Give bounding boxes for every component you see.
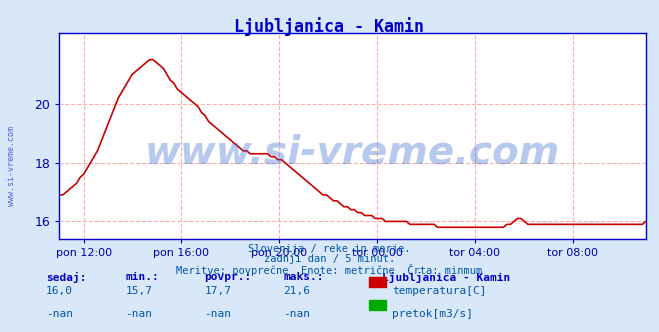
Text: -nan: -nan — [283, 309, 310, 319]
Text: 17,7: 17,7 — [204, 286, 231, 295]
Text: povpr.:: povpr.: — [204, 272, 252, 282]
Text: -nan: -nan — [46, 309, 73, 319]
Text: 16,0: 16,0 — [46, 286, 73, 295]
Text: min.:: min.: — [125, 272, 159, 282]
Text: pretok[m3/s]: pretok[m3/s] — [392, 309, 473, 319]
Text: Meritve: povprečne  Enote: metrične  Črta: minmum: Meritve: povprečne Enote: metrične Črta:… — [177, 264, 482, 276]
Text: 21,6: 21,6 — [283, 286, 310, 295]
Text: 15,7: 15,7 — [125, 286, 152, 295]
Text: Slovenija / reke in morje.: Slovenija / reke in morje. — [248, 244, 411, 254]
Text: -nan: -nan — [204, 309, 231, 319]
Text: sedaj:: sedaj: — [46, 272, 86, 283]
Text: zadnji dan / 5 minut.: zadnji dan / 5 minut. — [264, 254, 395, 264]
Text: Ljubljanica - Kamin: Ljubljanica - Kamin — [382, 272, 511, 283]
Text: Ljubljanica - Kamin: Ljubljanica - Kamin — [235, 17, 424, 36]
Text: maks.:: maks.: — [283, 272, 324, 282]
Text: -nan: -nan — [125, 309, 152, 319]
Text: temperatura[C]: temperatura[C] — [392, 286, 486, 295]
Text: www.si-vreme.com: www.si-vreme.com — [7, 126, 16, 206]
Text: www.si-vreme.com: www.si-vreme.com — [145, 133, 560, 172]
